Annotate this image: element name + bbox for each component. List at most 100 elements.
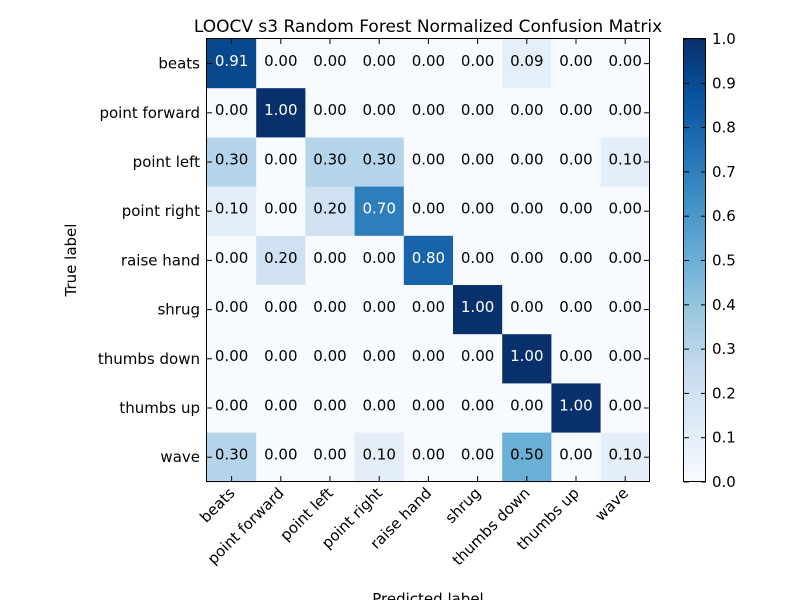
cell-value-r7-c0: 0.00 — [215, 396, 248, 414]
cell-r6-c7 — [551, 334, 601, 384]
cell-value-r3-c0: 0.10 — [215, 200, 248, 218]
colorbar-tick-label: 0.9 — [712, 74, 736, 92]
cell-r3-c7 — [551, 186, 601, 237]
cell-r0-c8 — [600, 39, 651, 89]
cell-r8-c3 — [354, 432, 405, 483]
y-tick-label: point forward — [99, 104, 200, 122]
cell-value-r2-c8: 0.10 — [608, 150, 641, 168]
cell-r5-c6 — [502, 285, 552, 335]
y-tick-label: raise hand — [121, 251, 200, 269]
cell-value-r3-c6: 0.00 — [510, 200, 543, 218]
cell-value-r1-c2: 0.00 — [313, 101, 346, 119]
cell-value-r2-c2: 0.30 — [313, 150, 346, 168]
colorbar-tick-label: 1.0 — [712, 30, 736, 48]
cell-r4-c4 — [403, 235, 454, 286]
cell-r0-c3 — [354, 39, 405, 89]
cell-value-r0-c3: 0.00 — [362, 52, 395, 70]
cell-r0-c4 — [403, 39, 454, 89]
cell-value-r5-c6: 0.00 — [510, 298, 543, 316]
cell-value-r4-c7: 0.00 — [559, 249, 592, 267]
y-axis-ticks: beats point forward point left point right r… — [98, 55, 649, 466]
cell-r8-c0 — [207, 432, 257, 483]
cell-r8-c2 — [305, 432, 355, 483]
cell-value-r0-c5: 0.00 — [461, 52, 494, 70]
cell-value-r7-c4: 0.00 — [412, 396, 445, 414]
heatmap-cells — [207, 39, 651, 483]
cell-r8-c4 — [403, 432, 454, 483]
cell-value-r7-c1: 0.00 — [264, 396, 297, 414]
cell-value-r3-c2: 0.20 — [313, 200, 346, 218]
y-axis-label: True label — [62, 224, 80, 298]
x-tick-label: beats — [196, 484, 238, 526]
cell-value-r6-c2: 0.00 — [313, 347, 346, 365]
cell-value-r4-c0: 0.00 — [215, 249, 248, 267]
cell-r8-c1 — [256, 432, 306, 483]
cell-value-r6-c3: 0.00 — [362, 347, 395, 365]
cell-value-r7-c5: 0.00 — [461, 396, 494, 414]
cell-r1-c7 — [551, 88, 601, 138]
cell-r4-c3 — [354, 235, 405, 286]
cell-r8-c8 — [600, 432, 651, 483]
cell-value-r3-c8: 0.00 — [608, 200, 641, 218]
colorbar-tick-label: 0.4 — [712, 296, 736, 314]
cell-r5-c3 — [354, 285, 405, 335]
cell-r7-c2 — [305, 383, 355, 433]
cell-value-r5-c2: 0.00 — [313, 298, 346, 316]
cell-value-r5-c7: 0.00 — [559, 298, 592, 316]
cell-value-r1-c5: 0.00 — [461, 101, 494, 119]
cell-value-r0-c7: 0.00 — [559, 52, 592, 70]
cell-value-r7-c6: 0.00 — [510, 396, 543, 414]
colorbar-tick-label: 0.8 — [712, 119, 736, 137]
cell-value-r7-c3: 0.00 — [362, 396, 395, 414]
cell-value-r0-c4: 0.00 — [412, 52, 445, 70]
cell-value-r2-c5: 0.00 — [461, 150, 494, 168]
cell-value-r1-c6: 0.00 — [510, 101, 543, 119]
cell-r1-c6 — [502, 88, 552, 138]
cell-value-r0-c6: 0.09 — [510, 52, 543, 70]
colorbar-tick-label: 0.7 — [712, 163, 736, 181]
cell-r8-c7 — [551, 432, 601, 483]
cell-value-r8-c7: 0.00 — [559, 446, 592, 464]
cell-r7-c7 — [551, 383, 601, 433]
cell-r5-c8 — [600, 285, 651, 335]
cell-value-r8-c2: 0.00 — [313, 446, 346, 464]
cell-r6-c0 — [207, 334, 257, 384]
cell-r3-c2 — [305, 186, 355, 237]
cell-value-r8-c3: 0.10 — [362, 446, 395, 464]
cell-r7-c0 — [207, 383, 257, 433]
cell-r7-c8 — [600, 383, 651, 433]
cell-r8-c5 — [453, 432, 503, 483]
cell-r7-c3 — [354, 383, 405, 433]
x-tick-label: shrug — [442, 484, 485, 527]
cell-value-r8-c8: 0.10 — [608, 446, 641, 464]
colorbar-tick-label: 0.5 — [712, 252, 736, 270]
cell-r6-c5 — [453, 334, 503, 384]
cell-value-r0-c8: 0.00 — [608, 52, 641, 70]
cell-r3-c8 — [600, 186, 651, 237]
x-axis-label: Predicted label — [372, 590, 483, 600]
cell-value-r7-c7: 1.00 — [559, 396, 592, 414]
plot-frame — [206, 38, 650, 482]
cell-r3-c0 — [207, 186, 257, 237]
cell-value-r5-c3: 0.00 — [362, 298, 395, 316]
cell-value-r4-c4: 0.80 — [412, 249, 445, 267]
cell-value-r4-c5: 0.00 — [461, 249, 494, 267]
cell-value-r1-c8: 0.00 — [608, 101, 641, 119]
cell-value-r6-c4: 0.00 — [412, 347, 445, 365]
cell-r0-c6 — [502, 39, 552, 89]
cell-r7-c5 — [453, 383, 503, 433]
cell-value-r6-c6: 1.00 — [510, 347, 543, 365]
cell-r5-c4 — [403, 285, 454, 335]
cell-r0-c1 — [256, 39, 306, 89]
colorbar-tick-label: 0.2 — [712, 384, 736, 402]
cell-value-r7-c2: 0.00 — [313, 396, 346, 414]
cell-r5-c2 — [305, 285, 355, 335]
cell-r2-c6 — [502, 137, 552, 187]
cell-value-r8-c1: 0.00 — [264, 446, 297, 464]
cell-r2-c0 — [207, 137, 257, 187]
cell-r0-c2 — [305, 39, 355, 89]
cell-r7-c4 — [403, 383, 454, 433]
cell-r2-c5 — [453, 137, 503, 187]
cell-value-r1-c0: 0.00 — [215, 101, 248, 119]
